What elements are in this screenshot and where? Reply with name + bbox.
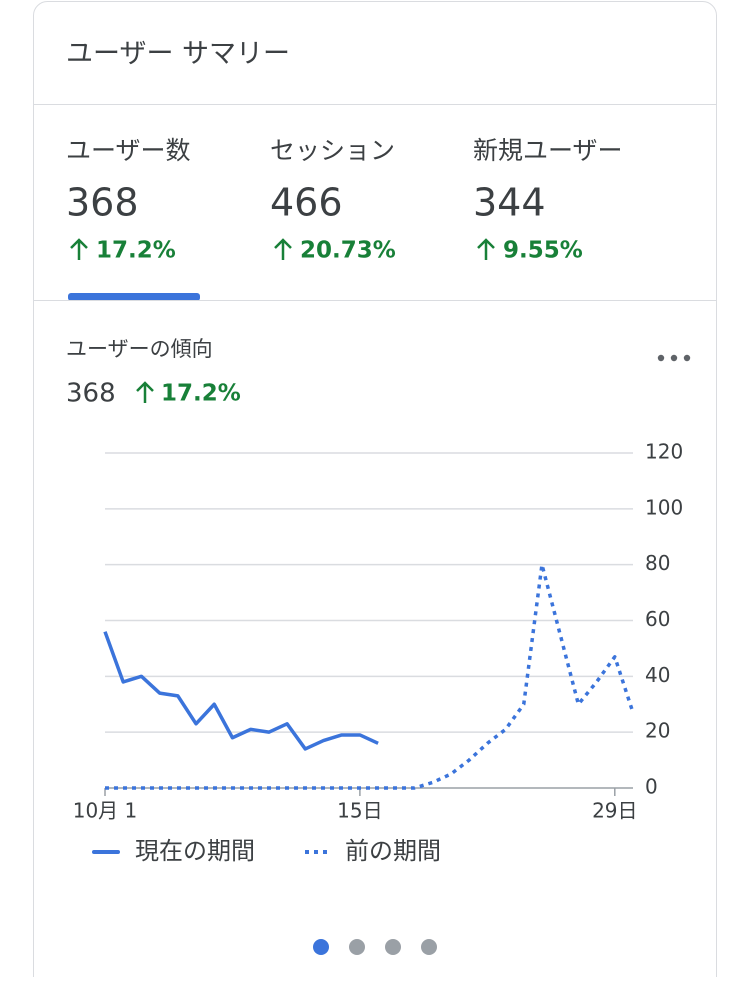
metric-value: 466 [270, 181, 343, 225]
page-dot[interactable] [313, 939, 329, 955]
x-tick-label: 15日 [337, 799, 382, 823]
tab-indicator [68, 293, 200, 301]
more-menu[interactable] [657, 354, 691, 362]
pagination [313, 939, 437, 955]
series-line [103, 631, 379, 751]
trend-value: 368 [66, 379, 116, 409]
metric-value: 344 [473, 181, 546, 225]
y-tick-label: 80 [645, 551, 670, 575]
page-dot[interactable] [349, 939, 365, 955]
up-arrow [70, 238, 88, 260]
menu-dot [670, 354, 678, 362]
metric-tab[interactable]: ユーザー数 368 17.2% [66, 136, 191, 264]
legend-label: 現在の期間 [135, 837, 255, 865]
y-tick-label: 60 [645, 607, 670, 631]
y-tick-label: 100 [645, 495, 683, 519]
metric-change: 9.55% [503, 238, 583, 264]
up-arrow [274, 238, 292, 260]
y-tick-label: 120 [645, 440, 683, 464]
y-tick-label: 0 [645, 775, 658, 799]
menu-dot [683, 354, 691, 362]
metric-label: セッション [270, 136, 395, 165]
trend-change: 17.2% [161, 381, 241, 407]
trend-title: ユーザーの傾向 [66, 337, 213, 361]
metric-value: 368 [66, 181, 139, 225]
metric-change: 20.73% [300, 238, 396, 264]
series-line [105, 562, 635, 790]
metric-label: 新規ユーザー [473, 136, 623, 165]
y-tick-label: 40 [645, 663, 670, 687]
y-tick-label: 20 [645, 719, 670, 743]
up-arrow [477, 238, 495, 260]
metric-tab[interactable]: 新規ユーザー 344 9.55% [473, 136, 623, 264]
legend-label: 前の期間 [345, 837, 441, 865]
metric-label: ユーザー数 [66, 136, 191, 165]
menu-dot [657, 354, 665, 362]
metric-change: 17.2% [96, 238, 176, 264]
page-dot[interactable] [385, 939, 401, 955]
x-tick-label: 29日 [592, 799, 637, 823]
card-title: ユーザー サマリー [66, 39, 290, 70]
legend: 現在の期間 前の期間 [92, 837, 441, 865]
up-arrow [136, 381, 154, 403]
metric-tab[interactable]: セッション 466 20.73% [270, 136, 396, 264]
page-dot[interactable] [421, 939, 437, 955]
card-frame [33, 1, 717, 981]
x-tick-label: 10月 1 [73, 799, 138, 823]
